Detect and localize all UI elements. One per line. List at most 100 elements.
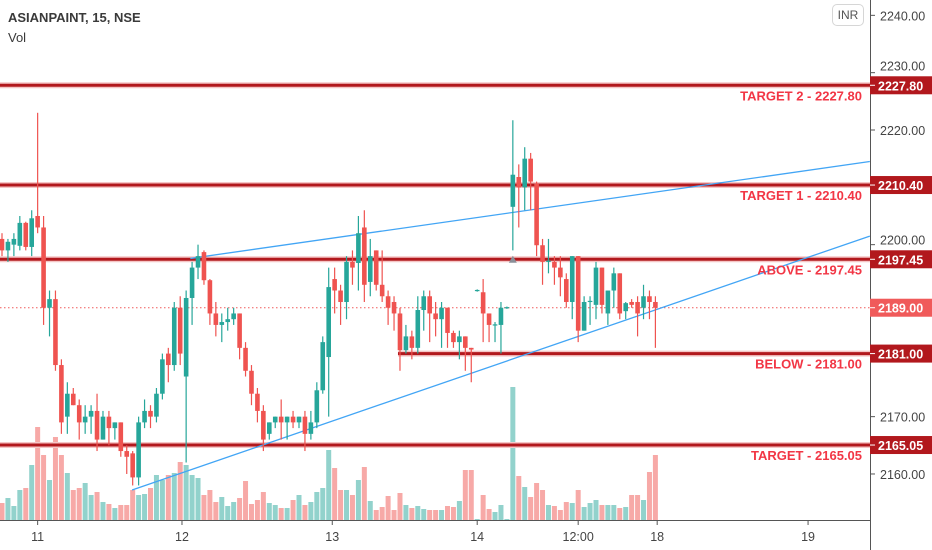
candle — [29, 210, 34, 257]
candle — [136, 416, 141, 486]
volume-bar — [629, 495, 635, 520]
candle-body — [581, 301, 587, 331]
volume-bar — [641, 500, 647, 520]
currency-button[interactable]: INR — [832, 4, 864, 26]
volume-bar — [52, 437, 58, 520]
volume-bar — [510, 387, 516, 520]
volume-bar — [528, 497, 534, 520]
candle — [314, 382, 320, 429]
candle — [415, 296, 421, 354]
volume-bar — [106, 504, 112, 520]
volume-bar — [308, 502, 314, 520]
candle-body — [124, 451, 130, 457]
volume-bar — [551, 506, 557, 520]
candle — [118, 422, 124, 457]
candle-body — [409, 336, 415, 348]
volume-bar — [82, 483, 88, 520]
volume-bar — [47, 480, 53, 520]
candle-body — [599, 267, 605, 305]
volume-bar — [88, 495, 94, 520]
volume-bar — [76, 488, 82, 520]
volume-bar — [142, 494, 148, 520]
candle-body — [445, 307, 450, 333]
volume-bar — [94, 492, 100, 520]
candle — [445, 307, 450, 348]
candle-body — [112, 422, 118, 429]
candle-body — [385, 296, 391, 308]
candle — [617, 273, 623, 320]
candle-body — [397, 313, 403, 351]
volume-bar — [379, 507, 385, 520]
candle-body — [166, 353, 171, 366]
candle — [350, 250, 355, 285]
candle — [225, 307, 231, 331]
volume-bar — [58, 455, 64, 520]
candle-body — [474, 289, 480, 292]
volume-bar — [557, 510, 563, 520]
candle — [160, 353, 165, 400]
candle — [302, 410, 308, 452]
volume-bar — [272, 505, 278, 520]
candle — [629, 299, 634, 308]
candle-body — [296, 416, 302, 423]
candle-body — [88, 410, 94, 417]
price-tick-label: 2240.00 — [880, 9, 925, 23]
volume-bar — [623, 507, 629, 520]
candle — [308, 410, 314, 440]
candle — [581, 296, 587, 331]
candle — [516, 164, 522, 228]
candle-body — [510, 174, 516, 207]
volume-bar — [11, 506, 17, 520]
volume-bar — [35, 427, 41, 520]
level-label: ABOVE - 2197.45 — [757, 262, 862, 277]
candle-body — [641, 296, 646, 308]
candle-body — [403, 336, 409, 351]
candle-body — [11, 238, 17, 245]
volume-bar — [201, 495, 207, 520]
candle — [587, 296, 593, 325]
candle-body — [356, 233, 361, 264]
time-tick-label: 19 — [801, 530, 815, 544]
candle-body — [326, 287, 331, 358]
price-axis-label: 2165.05 — [878, 439, 923, 453]
candle-body — [272, 416, 278, 423]
volume-bar — [581, 507, 587, 520]
time-tick-label: 14 — [470, 530, 484, 544]
candle — [53, 290, 58, 371]
candle-body — [100, 416, 106, 440]
volume-bar — [332, 468, 338, 520]
candle — [522, 147, 528, 211]
candle-body — [569, 256, 575, 302]
volume-bar — [498, 505, 504, 520]
candle — [17, 215, 23, 251]
candle-body — [17, 222, 23, 246]
candle-body — [118, 422, 124, 452]
candle-body — [362, 227, 367, 285]
candle-body — [154, 393, 159, 417]
volume-bar — [415, 506, 421, 520]
candle-body — [635, 301, 640, 314]
volume-bar — [118, 505, 124, 520]
level-label: TARGET - 2165.05 — [751, 448, 862, 463]
candle-body — [468, 347, 474, 350]
volume-bar — [445, 506, 450, 520]
candle — [112, 422, 118, 440]
volume-bar — [361, 467, 367, 520]
candle — [130, 451, 135, 486]
candle-body — [59, 365, 64, 423]
candle — [451, 330, 456, 348]
price-axis-label-bg — [870, 250, 932, 269]
candle-body — [130, 453, 135, 478]
candle-body — [558, 267, 563, 278]
price-tick-label: 2160.00 — [880, 468, 925, 482]
volume-bar — [450, 507, 456, 520]
candle — [474, 289, 480, 292]
volume-bar — [605, 505, 611, 520]
candle — [427, 290, 432, 343]
candle — [397, 307, 403, 371]
candle — [635, 296, 640, 337]
volume-bar — [266, 503, 272, 520]
volume-bar — [456, 501, 462, 520]
candle — [243, 342, 248, 377]
